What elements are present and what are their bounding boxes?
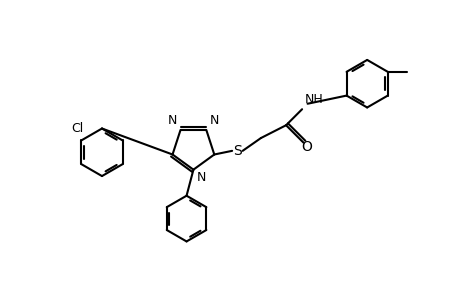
Text: NH: NH [304, 93, 322, 106]
Text: O: O [301, 140, 312, 154]
Text: Cl: Cl [72, 122, 84, 135]
Text: N: N [196, 171, 206, 184]
Text: S: S [232, 144, 241, 158]
Text: N: N [167, 114, 176, 127]
Text: N: N [209, 114, 219, 127]
